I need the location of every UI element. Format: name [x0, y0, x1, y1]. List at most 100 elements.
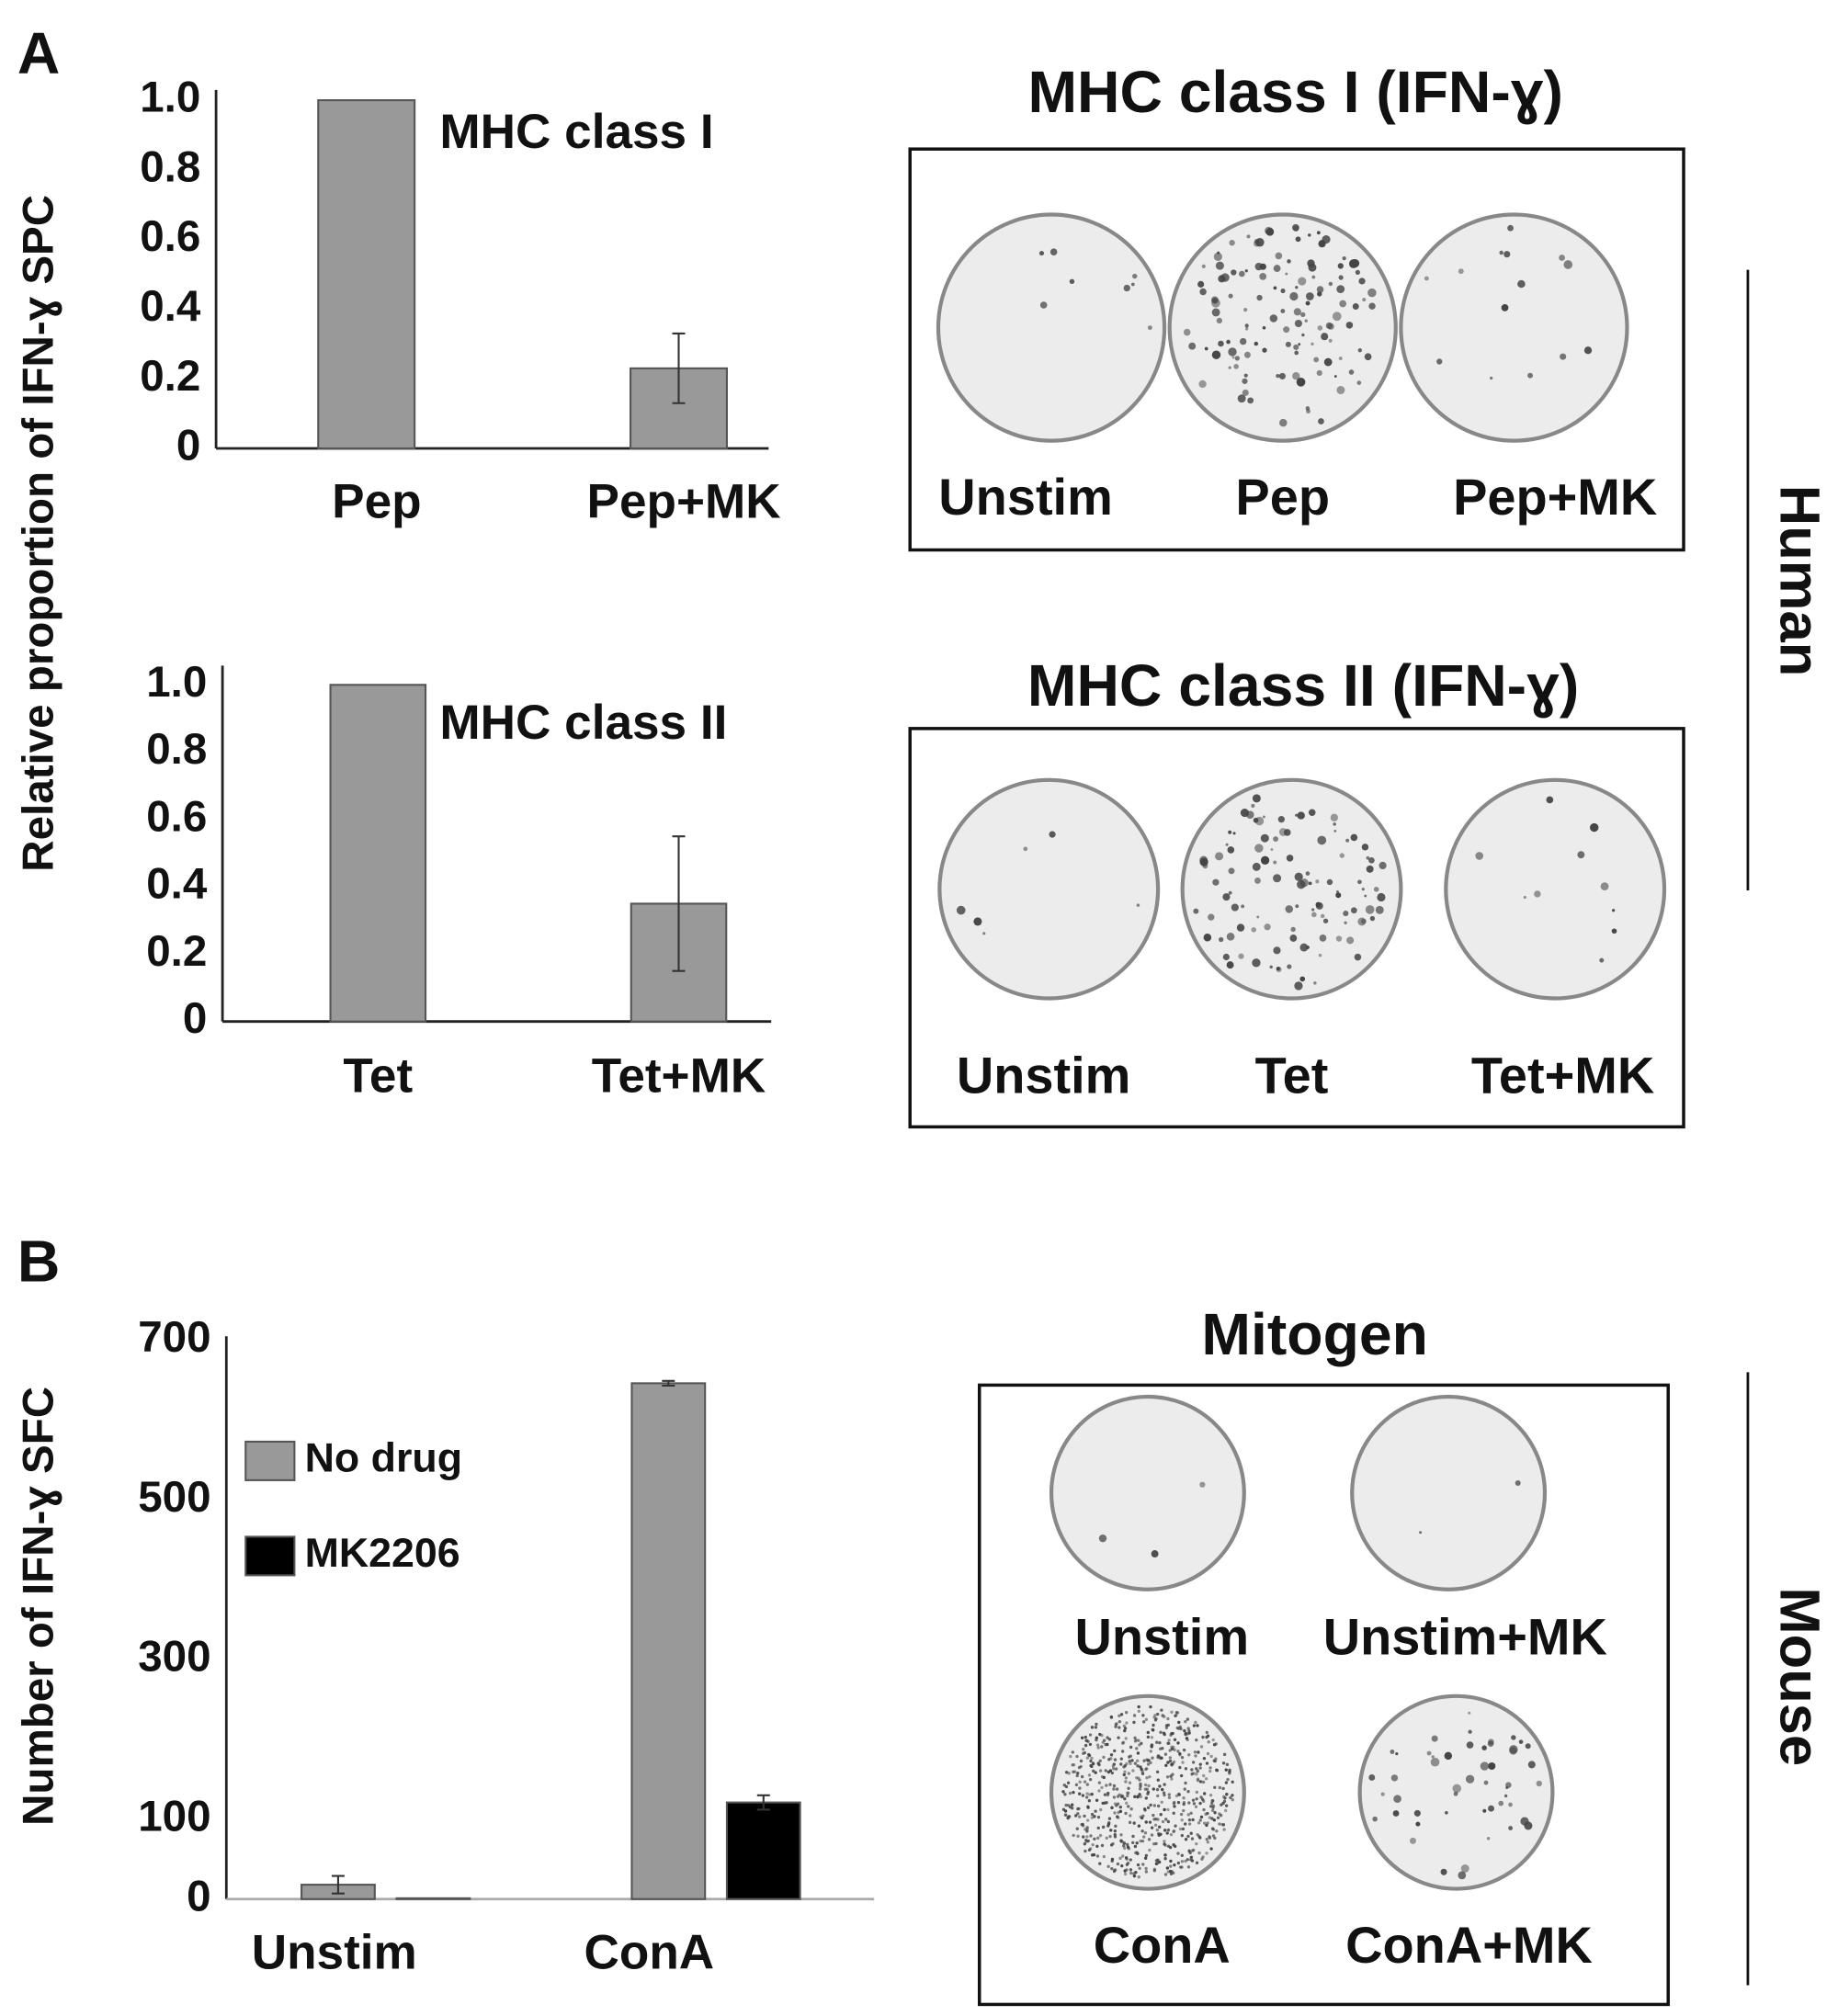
spot	[1168, 1759, 1173, 1763]
spot	[1119, 1794, 1123, 1797]
spot	[1098, 1833, 1103, 1838]
spot	[1109, 1829, 1113, 1832]
spot	[1154, 1859, 1159, 1863]
spot	[1308, 881, 1312, 886]
spot	[1184, 1781, 1187, 1785]
spot	[1149, 1705, 1152, 1709]
spot	[1124, 1856, 1129, 1860]
spot	[1183, 1787, 1186, 1791]
spot	[1213, 1759, 1217, 1763]
spot	[1071, 1750, 1075, 1754]
spot	[1078, 1786, 1082, 1790]
spot	[1333, 830, 1337, 832]
spot	[1112, 1795, 1117, 1799]
spot	[1098, 1534, 1107, 1543]
spot	[1146, 1762, 1151, 1766]
spot	[1355, 269, 1360, 275]
spot	[1445, 1811, 1448, 1815]
spot	[1292, 223, 1299, 232]
spot	[1083, 1814, 1086, 1818]
spot	[1127, 1786, 1130, 1790]
spot	[1159, 1813, 1163, 1817]
well-label: ConA+MK	[1345, 1916, 1593, 1974]
spot	[1191, 1798, 1196, 1802]
spot	[1228, 347, 1237, 357]
y-tick-label: 100	[138, 1792, 210, 1840]
spot	[1096, 1761, 1100, 1765]
spot	[1211, 308, 1220, 317]
spot	[1138, 1866, 1141, 1871]
well	[936, 212, 1167, 443]
spot	[1091, 1842, 1095, 1847]
spot	[1157, 1825, 1162, 1829]
spot	[1068, 1791, 1072, 1795]
spot	[1315, 879, 1320, 884]
spot	[1204, 1777, 1208, 1781]
spot	[1225, 1762, 1230, 1766]
spot	[1165, 1831, 1169, 1835]
spot	[1139, 1815, 1142, 1818]
spot	[1196, 1832, 1199, 1837]
spot	[1184, 1767, 1188, 1771]
spot	[1097, 1781, 1102, 1784]
spot	[1119, 1713, 1124, 1716]
spot	[1219, 936, 1224, 943]
spot	[1498, 1800, 1504, 1806]
spot	[1141, 1714, 1145, 1717]
spot	[1294, 350, 1299, 356]
spot	[1178, 1865, 1183, 1869]
y-tick-label: 700	[138, 1313, 210, 1362]
spot	[1165, 1866, 1170, 1870]
spot	[1213, 1811, 1217, 1815]
spot	[1305, 406, 1310, 411]
spot	[1124, 1776, 1128, 1780]
spot	[1085, 1826, 1089, 1829]
y-tick-label: 0.8	[140, 142, 200, 191]
spot	[1132, 1821, 1136, 1825]
spot	[1475, 852, 1484, 860]
spot	[1151, 1550, 1159, 1558]
spot	[1208, 1766, 1212, 1770]
spot	[1123, 1872, 1128, 1876]
spot	[1136, 1795, 1140, 1799]
y-tick-label: 1.0	[140, 74, 200, 122]
spot	[1076, 1806, 1080, 1811]
spot	[1074, 1783, 1079, 1787]
spot	[1095, 1854, 1100, 1858]
spot	[1090, 1812, 1095, 1817]
spot	[1163, 1842, 1166, 1846]
spot	[1110, 1806, 1114, 1810]
spot	[1481, 1745, 1487, 1750]
spot	[1110, 1843, 1114, 1847]
spot	[1149, 1761, 1152, 1765]
spot	[956, 905, 966, 915]
spot	[1149, 1750, 1152, 1753]
spot	[1228, 1772, 1231, 1775]
spot	[1063, 1813, 1068, 1817]
spot	[1117, 1736, 1120, 1739]
x-tick-label: ConA	[584, 1925, 715, 1979]
y-tick-label: 1.0	[146, 658, 207, 707]
spot	[1188, 342, 1197, 350]
spot	[1171, 1731, 1174, 1736]
panel-label: A	[17, 20, 60, 86]
spot	[1121, 1741, 1125, 1745]
spot	[1145, 1758, 1149, 1761]
spot	[1107, 1820, 1111, 1825]
spot	[1277, 815, 1285, 823]
spot	[1080, 1774, 1084, 1779]
spot	[1049, 248, 1058, 255]
well-label: Unstim+MK	[1323, 1607, 1607, 1665]
x-tick-label: Tet	[343, 1049, 413, 1104]
spot	[1101, 1825, 1106, 1829]
well-title: MHC class II (IFN-ɣ)	[1027, 652, 1579, 719]
spot	[1600, 882, 1609, 891]
spot	[1113, 1829, 1118, 1833]
spot	[1085, 1756, 1090, 1760]
spot	[1163, 1783, 1166, 1786]
spot	[1226, 932, 1235, 941]
spot	[1211, 350, 1221, 359]
spot	[1289, 291, 1299, 301]
spot	[1202, 1773, 1206, 1778]
spot	[1192, 1724, 1197, 1727]
